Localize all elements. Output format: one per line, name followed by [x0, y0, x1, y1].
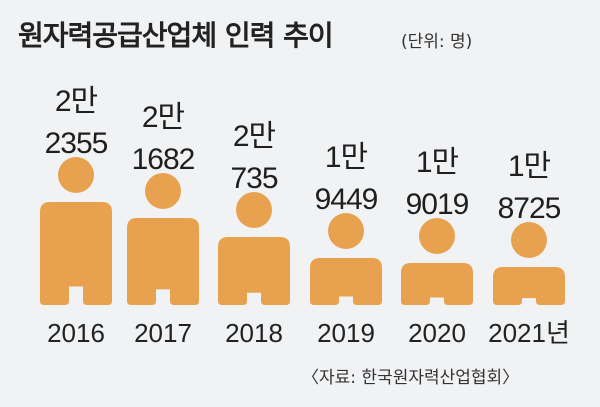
- x-tick-label: 2019: [317, 318, 375, 348]
- value-label-man: 2만: [55, 85, 98, 118]
- source-note: 〈자료: 한국원자력산업협회〉: [302, 368, 520, 388]
- value-label-man: 1만: [508, 150, 551, 183]
- x-tick-label: 2017: [134, 318, 192, 348]
- person-head: [328, 213, 364, 249]
- person-bar: 1만 9449 2019: [310, 141, 382, 348]
- person-bar: 2만 2355 2016: [40, 85, 112, 348]
- value-label-man: 1만: [325, 141, 368, 174]
- person-body: [310, 258, 382, 305]
- chart-title: 원자력공급산업체 인력 추이: [18, 19, 334, 52]
- person-head: [236, 192, 272, 228]
- person-head: [58, 157, 94, 193]
- person-head: [511, 222, 547, 258]
- person-body: [127, 218, 199, 305]
- person-head: [419, 218, 455, 254]
- value-label-rest: 9449: [315, 183, 378, 216]
- person-bar: 1만 8725 2021년: [488, 150, 570, 348]
- x-tick-label: 2021년: [488, 318, 570, 348]
- value-label-rest: 735: [230, 162, 277, 195]
- person-head: [145, 173, 181, 209]
- unit-label: (단위: 명): [401, 32, 473, 52]
- value-label-man: 2만: [142, 101, 185, 134]
- value-label-rest: 1682: [132, 143, 195, 176]
- value-label-rest: 8725: [498, 192, 561, 225]
- value-label-rest: 2355: [45, 127, 108, 160]
- value-label-man: 1만: [416, 146, 459, 179]
- x-tick-label: 2018: [225, 318, 283, 348]
- person-body: [493, 267, 565, 305]
- x-tick-label: 2016: [47, 318, 105, 348]
- person-bar: 2만 735 2018: [218, 120, 290, 348]
- value-label-rest: 9019: [406, 188, 469, 221]
- person-body: [401, 263, 473, 305]
- value-label-man: 2만: [233, 120, 276, 153]
- person-bar: 1만 9019 2020: [401, 146, 473, 348]
- person-body: [218, 237, 290, 305]
- person-body: [40, 202, 112, 305]
- x-tick-label: 2020: [408, 318, 466, 348]
- person-bar: 2만 1682 2017: [127, 101, 199, 348]
